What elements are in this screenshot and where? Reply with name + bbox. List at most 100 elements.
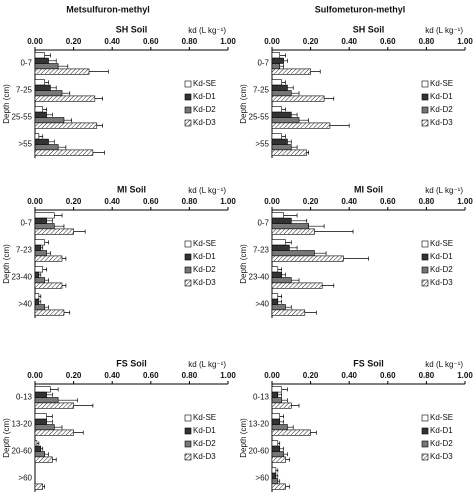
bar <box>271 117 300 124</box>
y-tick-label: 23-40 <box>12 273 33 282</box>
chart-title: SH Soil <box>353 24 385 34</box>
bar <box>271 106 282 113</box>
y-axis-label: Depth (cm) <box>239 244 248 284</box>
bar <box>271 149 308 156</box>
legend-label: Kd-D3 <box>193 118 216 127</box>
error-bar <box>40 245 44 250</box>
bar <box>271 63 281 70</box>
x-tick-label: 0.60 <box>380 371 396 380</box>
legend-label: Kd-D2 <box>193 439 216 448</box>
x-axis-label: kd (L kg⁻¹) <box>425 360 463 369</box>
legend-label: Kd-D2 <box>193 105 216 114</box>
legend-swatch <box>421 440 429 448</box>
error-bar <box>42 484 45 489</box>
bar <box>271 298 279 305</box>
bar <box>34 271 40 278</box>
x-tick-label: 0.40 <box>104 371 120 380</box>
legend-label: Kd-D2 <box>430 439 453 448</box>
legend-swatch <box>184 80 192 88</box>
bar <box>271 277 292 284</box>
x-tick-label: 0.20 <box>303 37 319 46</box>
y-tick-label: >55 <box>18 140 32 149</box>
legend-label: Kd-D2 <box>193 265 216 274</box>
error-bar <box>281 398 288 403</box>
legend-label: Kd-SE <box>193 413 216 422</box>
error-bar <box>322 283 335 288</box>
legend-swatch <box>184 414 192 422</box>
legend-swatch <box>421 427 429 435</box>
bar <box>271 111 292 118</box>
bar <box>271 472 277 479</box>
chart-title: MI Soil <box>354 184 383 194</box>
legend-swatch <box>421 253 429 261</box>
error-bar <box>281 80 286 85</box>
error-bar <box>343 256 369 261</box>
bar <box>34 456 53 463</box>
x-tick-label: 0.60 <box>380 197 396 206</box>
bar <box>271 250 315 257</box>
bar <box>271 429 311 436</box>
x-tick-label: 0.80 <box>419 197 435 206</box>
error-bar <box>277 441 281 446</box>
bar <box>34 111 47 118</box>
error-bar <box>44 278 49 283</box>
bar <box>271 52 281 59</box>
error-bar <box>50 387 59 392</box>
legend-label: Kd-D3 <box>193 278 216 287</box>
bar <box>271 309 306 316</box>
bar <box>271 228 315 235</box>
error-bar <box>44 240 49 245</box>
error-bar <box>46 251 51 256</box>
error-bar <box>287 139 292 144</box>
legend-swatch <box>421 266 429 274</box>
bar <box>34 440 38 447</box>
bar <box>34 57 49 64</box>
error-bar <box>279 53 286 58</box>
bar <box>34 63 59 70</box>
bar <box>271 122 331 129</box>
legend-swatch <box>421 279 429 287</box>
error-bar <box>50 85 57 90</box>
legend-swatch <box>184 279 192 287</box>
error-bar <box>304 310 317 315</box>
error-bar <box>73 430 84 435</box>
x-tick-label: 0.80 <box>419 37 435 46</box>
error-bar <box>279 446 284 451</box>
bar <box>271 413 281 420</box>
legend-swatch <box>184 453 192 461</box>
error-bar <box>285 240 292 245</box>
bar <box>34 223 55 230</box>
bar <box>271 68 311 75</box>
error-bar <box>306 150 310 155</box>
x-tick-label: 0.00 <box>264 371 280 380</box>
chart-title: FS Soil <box>353 358 384 368</box>
chart-title: MI Soil <box>117 184 146 194</box>
error-bar <box>46 419 53 424</box>
y-axis-label: Depth (cm) <box>2 84 11 124</box>
x-tick-label: 0.80 <box>182 197 198 206</box>
bar <box>34 68 90 75</box>
error-bar <box>73 403 94 408</box>
y-tick-label: 0-7 <box>257 219 269 228</box>
error-bar <box>46 218 53 223</box>
y-tick-label: >55 <box>255 140 269 149</box>
legend-label: Kd-D1 <box>193 426 216 435</box>
error-bar <box>308 224 325 229</box>
error-bar <box>42 267 47 272</box>
x-axis-label: kd (L kg⁻¹) <box>188 360 226 369</box>
error-bar <box>44 452 49 457</box>
bar <box>271 304 286 311</box>
bar <box>34 95 96 102</box>
y-tick-label: 7-25 <box>253 86 270 95</box>
legend-label: Kd-D2 <box>430 265 453 274</box>
bar <box>271 271 282 278</box>
x-tick-label: 0.00 <box>264 197 280 206</box>
bar <box>271 402 292 409</box>
x-tick-label: 1.00 <box>457 37 473 46</box>
bar <box>34 149 94 156</box>
y-tick-label: 13-20 <box>12 420 33 429</box>
bar <box>34 90 63 97</box>
bar <box>271 84 288 91</box>
error-bar <box>283 213 298 218</box>
x-tick-label: 0.00 <box>27 371 43 380</box>
